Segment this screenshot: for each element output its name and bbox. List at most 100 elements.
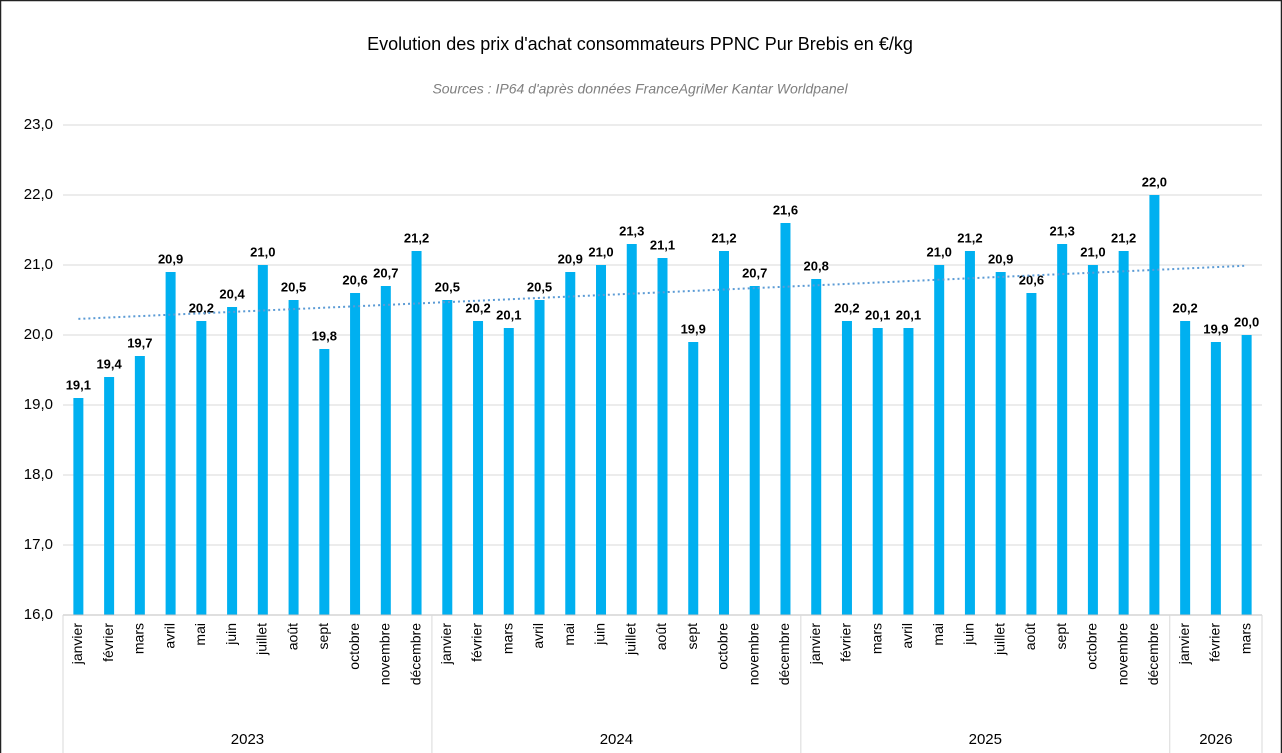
x-tick-label: décembre <box>407 623 423 685</box>
x-tick-label: février <box>1207 623 1223 662</box>
bar <box>934 265 945 615</box>
value-label: 21,0 <box>927 244 952 259</box>
group-label: 2025 <box>969 731 1002 748</box>
value-label: 20,1 <box>896 307 921 322</box>
x-tick-label: décembre <box>776 623 792 685</box>
value-label: 20,6 <box>1019 272 1044 287</box>
bar <box>1241 335 1252 615</box>
x-tick-label: février <box>469 623 485 662</box>
y-tick-label: 16,0 <box>24 606 53 623</box>
value-label: 21,2 <box>957 230 982 245</box>
x-tick-label: mars <box>131 623 147 654</box>
x-tick-label: juin <box>592 623 608 646</box>
x-tick-label: janvier <box>69 623 85 666</box>
value-label: 19,9 <box>1203 321 1228 336</box>
bar <box>995 272 1006 615</box>
bar <box>503 328 514 615</box>
group-label: 2023 <box>231 731 264 748</box>
bar <box>411 251 422 615</box>
x-tick-label: novembre <box>377 623 393 685</box>
value-label: 21,0 <box>250 244 275 259</box>
bar <box>596 265 607 615</box>
x-tick-label: avril <box>899 623 915 649</box>
y-tick-label: 19,0 <box>24 396 53 413</box>
value-label: 21,3 <box>619 223 644 238</box>
x-tick-label: mai <box>561 623 577 646</box>
x-tick-label: janvier <box>438 623 454 666</box>
y-tick-label: 21,0 <box>24 256 53 273</box>
bar <box>350 293 361 615</box>
value-label: 20,0 <box>1234 314 1259 329</box>
y-tick-label: 22,0 <box>24 186 53 203</box>
value-label: 20,9 <box>158 251 183 266</box>
value-label: 20,6 <box>342 272 367 287</box>
x-tick-label: octobre <box>715 623 731 670</box>
value-label: 20,5 <box>281 279 306 294</box>
bar <box>872 328 883 615</box>
bar <box>811 279 822 615</box>
bar <box>1118 251 1129 615</box>
x-tick-label: janvier <box>1176 623 1192 666</box>
x-tick-label: mai <box>930 623 946 646</box>
x-tick-label: janvier <box>807 623 823 666</box>
x-tick-label: décembre <box>1145 623 1161 685</box>
x-tick-label: avril <box>161 623 177 649</box>
x-tick-label: mars <box>868 623 884 654</box>
value-label: 20,8 <box>804 258 829 273</box>
value-label: 21,6 <box>773 202 798 217</box>
bar <box>780 223 791 615</box>
x-tick-label: août <box>1022 623 1038 650</box>
value-label: 21,0 <box>588 244 613 259</box>
bar <box>565 272 576 615</box>
y-tick-label: 20,0 <box>24 326 53 343</box>
x-tick-label: mars <box>499 623 515 654</box>
x-tick-label: juillet <box>991 623 1007 656</box>
bar <box>196 321 207 615</box>
group-label: 2026 <box>1199 731 1232 748</box>
bar <box>534 300 545 615</box>
bar <box>473 321 484 615</box>
bar <box>104 377 115 615</box>
value-label: 21,1 <box>650 237 675 252</box>
value-label: 20,1 <box>496 307 521 322</box>
value-label: 19,1 <box>66 377 91 392</box>
value-label: 19,8 <box>312 328 337 343</box>
value-label: 22,0 <box>1142 174 1167 189</box>
value-label: 19,7 <box>127 335 152 350</box>
x-tick-label: août <box>653 623 669 650</box>
value-label: 20,2 <box>834 300 859 315</box>
value-label: 20,7 <box>742 265 767 280</box>
value-label: 20,9 <box>988 251 1013 266</box>
x-tick-label: novembre <box>745 623 761 685</box>
x-tick-label: octobre <box>1084 623 1100 670</box>
value-label: 20,1 <box>865 307 890 322</box>
value-label: 20,5 <box>435 279 460 294</box>
chart-title: Evolution des prix d'achat consommateurs… <box>367 34 913 54</box>
x-tick-label: sept <box>684 623 700 650</box>
bar <box>1210 342 1221 615</box>
value-label: 19,4 <box>96 356 122 371</box>
group-label: 2024 <box>600 731 633 748</box>
value-label: 21,2 <box>711 230 736 245</box>
chart-subtitle: Sources : IP64 d'après données FranceAgr… <box>432 81 848 97</box>
bar <box>964 251 975 615</box>
x-tick-label: juin <box>961 623 977 646</box>
bar <box>257 265 268 615</box>
x-tick-label: mai <box>192 623 208 646</box>
value-label: 20,4 <box>219 286 245 301</box>
x-tick-label: février <box>100 623 116 662</box>
bar <box>749 286 760 615</box>
x-tick-label: sept <box>1053 623 1069 650</box>
x-tick-label: juin <box>223 623 239 646</box>
bar <box>1057 244 1068 615</box>
bar <box>1026 293 1037 615</box>
value-label: 20,5 <box>527 279 552 294</box>
bar <box>1180 321 1191 615</box>
value-label: 21,2 <box>1111 230 1136 245</box>
bar <box>657 258 668 615</box>
bar <box>380 286 391 615</box>
bar <box>626 244 637 615</box>
value-label: 20,9 <box>558 251 583 266</box>
value-label: 21,0 <box>1080 244 1105 259</box>
